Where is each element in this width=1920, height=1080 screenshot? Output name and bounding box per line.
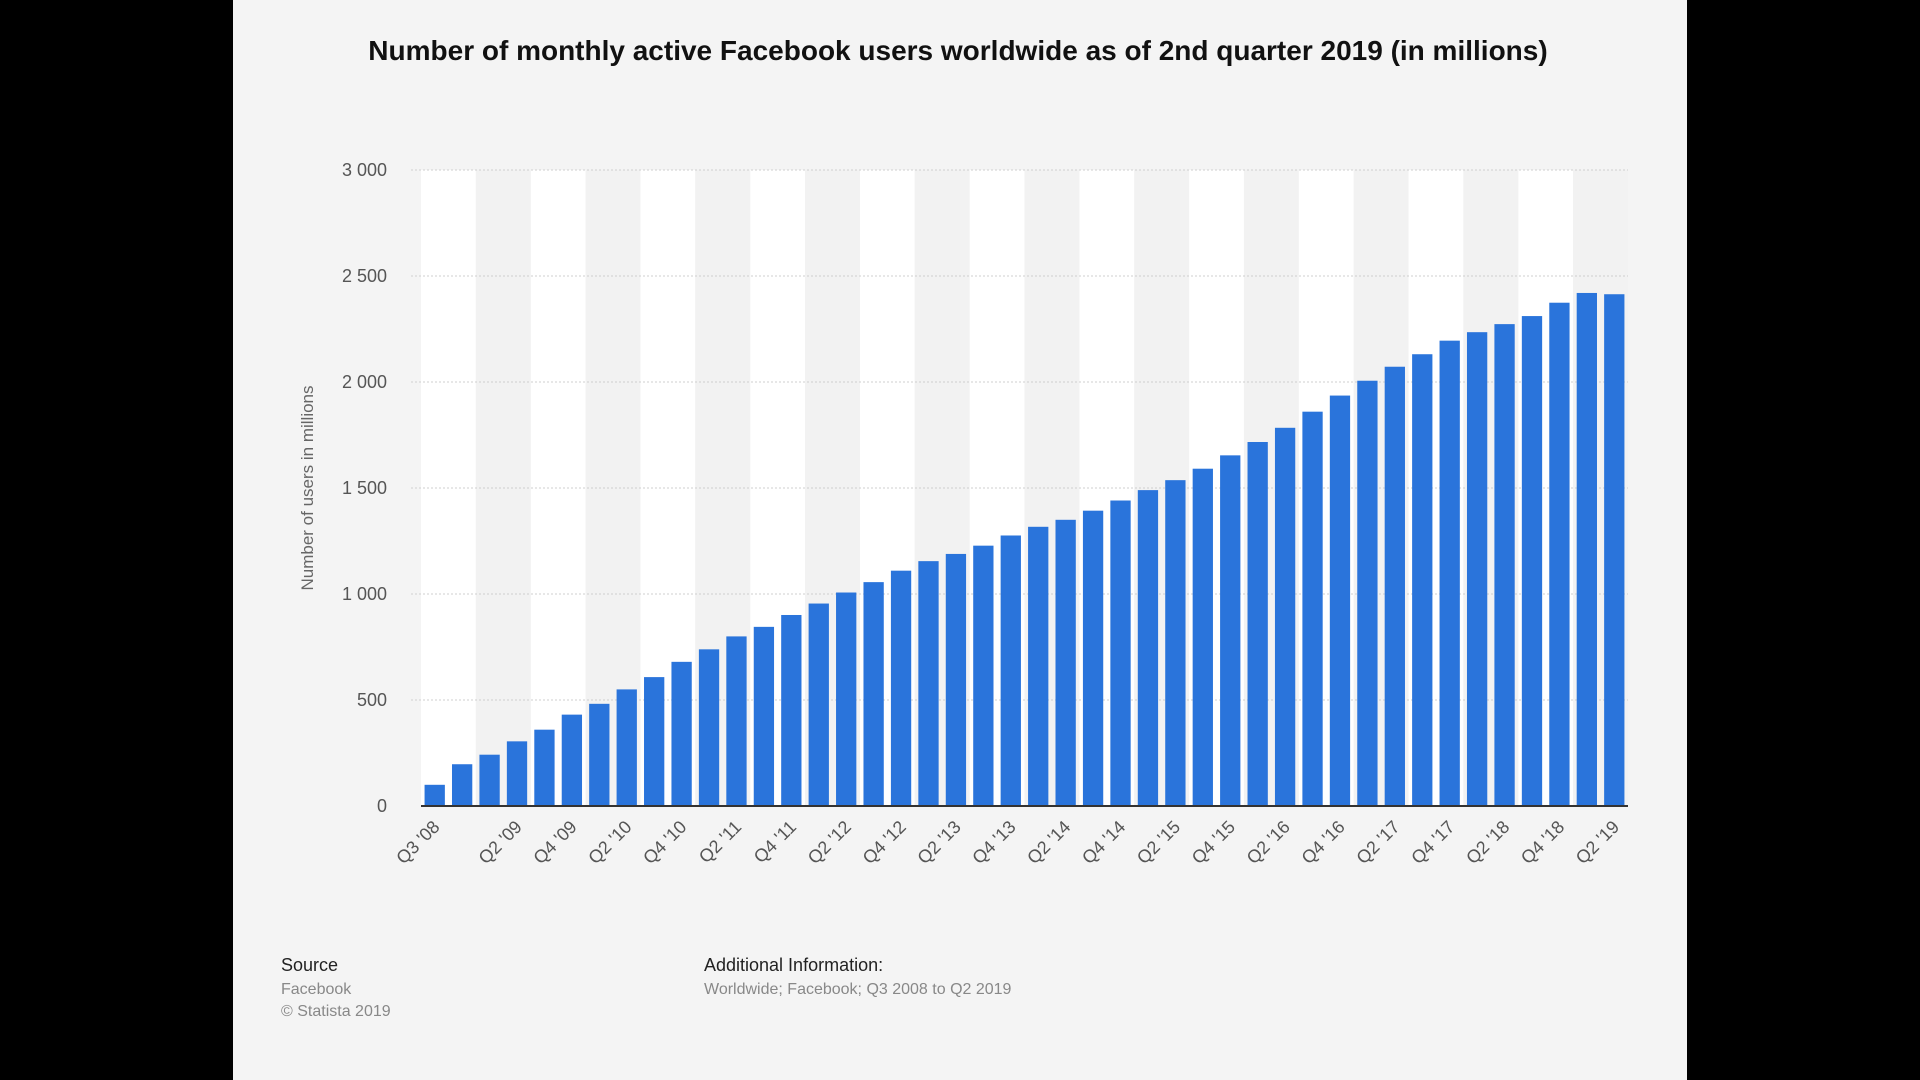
- bar-Q3-16[interactable]: [1302, 411, 1323, 806]
- bars: [424, 292, 1625, 807]
- bar-Q4-08[interactable]: [451, 764, 473, 806]
- bar-Q2-14[interactable]: [1055, 519, 1076, 806]
- bar-Q4-15[interactable]: [1220, 455, 1241, 806]
- bar-Q1-11[interactable]: [698, 649, 720, 806]
- source-name[interactable]: Facebook: [281, 981, 352, 998]
- bar-Q3-10[interactable]: [644, 677, 665, 806]
- bar-Q1-10[interactable]: [589, 703, 610, 806]
- y-axis-label: Number of users in millions: [298, 385, 317, 590]
- additional-info-heading: Additional Information:: [704, 955, 884, 975]
- bar-Q2-09[interactable]: [506, 741, 528, 806]
- chart-title: Number of monthly active Facebook users …: [368, 35, 1548, 66]
- x-tick-label: Q2 '18: [1462, 817, 1513, 868]
- x-tick-label: Q4 '12: [859, 817, 910, 868]
- bar-Q4-14[interactable]: [1110, 500, 1131, 806]
- bar-Q4-13[interactable]: [1000, 535, 1021, 806]
- y-tick-label: 2 000: [342, 372, 387, 392]
- y-tick-label: 3 000: [342, 160, 387, 180]
- additional-info-text: Worldwide; Facebook; Q3 2008 to Q2 2019: [704, 981, 1012, 998]
- bar-Q3-12[interactable]: [863, 582, 884, 806]
- x-tick-label: Q2 '10: [584, 817, 635, 868]
- bar-Q2-15[interactable]: [1165, 480, 1186, 806]
- bar-Q3-17[interactable]: [1412, 354, 1433, 806]
- x-axis-ticks: Q3 '08 Q2 '09 Q4 '09 Q2 '10 Q4 '10 Q2 '11 Q4 '…: [392, 817, 1623, 868]
- x-tick-label: Q2 '15: [1133, 817, 1184, 868]
- bar-Q3-11[interactable]: [753, 626, 775, 806]
- x-tick-label: Q3 '08: [392, 817, 443, 868]
- bar-Q1-16[interactable]: [1247, 441, 1268, 806]
- bar-Q4-16[interactable]: [1329, 395, 1351, 806]
- chart-panel: Number of monthly active Facebook users …: [233, 0, 1687, 1080]
- bar-Q3-14[interactable]: [1082, 510, 1104, 806]
- bar-Q1-15[interactable]: [1137, 490, 1159, 806]
- bar-Q2-11[interactable]: [726, 636, 747, 806]
- x-tick-label: Q2 '13: [913, 817, 964, 868]
- bar-Q1-19[interactable]: [1576, 292, 1598, 807]
- bar-Q4-09[interactable]: [561, 714, 583, 806]
- x-tick-label: Q2 '17: [1352, 817, 1403, 868]
- bar-Q1-18[interactable]: [1466, 332, 1488, 806]
- bar-Q3-15[interactable]: [1192, 468, 1213, 806]
- y-axis-ticks: 0 500 1 000 1 500 2 000 2 500 3 000: [342, 160, 387, 816]
- x-tick-label: Q4 '13: [968, 817, 1019, 868]
- bar-Q2-19[interactable]: [1604, 294, 1625, 806]
- bar-Q4-11[interactable]: [781, 614, 802, 806]
- bar-Q1-13[interactable]: [918, 561, 939, 806]
- bar-Q3-08[interactable]: [424, 784, 445, 806]
- bar-Q2-18[interactable]: [1494, 324, 1515, 806]
- x-tick-label: Q2 '09: [475, 817, 526, 868]
- y-tick-label: 2 500: [342, 266, 387, 286]
- bar-Q3-18[interactable]: [1521, 316, 1543, 806]
- y-tick-label: 0: [377, 796, 387, 816]
- x-tick-label: Q2 '14: [1023, 817, 1074, 868]
- x-tick-label: Q4 '15: [1188, 817, 1239, 868]
- bar-Q1-12[interactable]: [808, 603, 829, 806]
- y-tick-label: 1 000: [342, 584, 387, 604]
- bar-Q1-14[interactable]: [1028, 526, 1049, 806]
- bar-Q1-09[interactable]: [479, 754, 500, 806]
- bar-Q3-09[interactable]: [534, 729, 555, 806]
- x-tick-label: Q2 '16: [1243, 817, 1294, 868]
- x-tick-label: Q4 '16: [1298, 817, 1349, 868]
- bar-Q4-10[interactable]: [671, 661, 692, 806]
- x-tick-label: Q2 '12: [804, 817, 855, 868]
- x-tick-label: Q4 '14: [1078, 817, 1129, 868]
- x-tick-label: Q2 '11: [695, 817, 745, 867]
- bar-Q4-17[interactable]: [1439, 340, 1460, 806]
- x-tick-label: Q4 '10: [639, 817, 690, 868]
- y-tick-label: 500: [357, 690, 387, 710]
- x-tick-label: Q4 '09: [529, 817, 580, 868]
- bar-Q4-12[interactable]: [890, 570, 912, 806]
- bar-Q2-13[interactable]: [945, 553, 967, 806]
- x-tick-label: Q4 '17: [1407, 817, 1458, 868]
- x-tick-label: Q2 '19: [1572, 817, 1623, 868]
- bar-chart: 0 500 1 000 1 500 2 000 2 500 3 000 Q3 '08 Q2 '…: [298, 160, 1628, 868]
- bar-Q2-10[interactable]: [616, 689, 637, 806]
- y-tick-label: 1 500: [342, 478, 387, 498]
- bar-Q1-17[interactable]: [1357, 380, 1378, 806]
- bar-Q2-16[interactable]: [1274, 427, 1296, 806]
- background-band: [530, 170, 586, 806]
- bar-Q4-18[interactable]: [1549, 302, 1570, 806]
- copyright-text: © Statista 2019: [281, 1003, 391, 1020]
- bar-Q3-13[interactable]: [973, 545, 994, 806]
- source-heading: Source: [281, 955, 339, 975]
- x-tick-label: Q4 '18: [1517, 817, 1568, 868]
- bar-Q2-12[interactable]: [836, 592, 857, 806]
- x-tick-label: Q4 '11: [750, 817, 800, 867]
- bar-Q2-17[interactable]: [1384, 366, 1405, 806]
